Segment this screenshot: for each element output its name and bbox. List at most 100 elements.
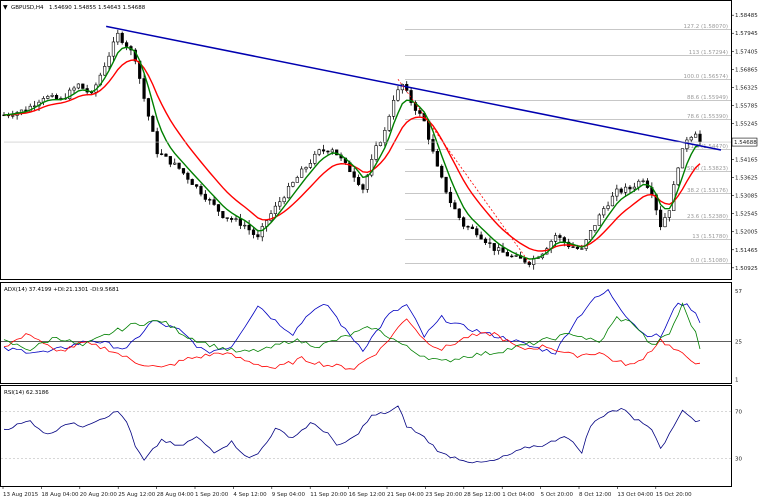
rsi-title: RSI(14) 62.3186	[4, 390, 49, 396]
bar-body	[103, 66, 107, 76]
price-bars	[2, 29, 702, 270]
bar-body	[571, 246, 575, 248]
price-bar	[142, 73, 146, 102]
bar-body	[317, 149, 321, 155]
price-bar	[181, 168, 186, 176]
price-bar	[558, 233, 562, 242]
fib-label: 13 (1.51780)	[692, 234, 728, 240]
bar-body	[619, 188, 623, 193]
bar-body	[116, 32, 120, 43]
price-bar	[164, 153, 168, 157]
bar-body	[615, 188, 619, 197]
time-tick-label: 5 Oct 20:00	[541, 492, 574, 498]
bar-body	[124, 42, 129, 47]
price-tick-label: 1.50925	[735, 266, 758, 272]
price-tick-label: 1.52005	[735, 230, 758, 236]
time-tick-label: 9 Sep 04:00	[272, 492, 306, 498]
bar-body	[68, 89, 72, 99]
price-bar	[483, 237, 488, 246]
time-tick-label: 13 Aug 2015	[3, 492, 39, 498]
bar-body	[387, 115, 391, 131]
price-bar	[111, 36, 116, 61]
price-bar	[497, 243, 501, 255]
price-bar	[326, 150, 330, 155]
price-bar	[431, 134, 435, 154]
chart-menu-icon[interactable]: ▼	[3, 4, 8, 11]
bar-body	[448, 191, 453, 204]
bar-body	[391, 99, 396, 117]
bar-body	[610, 195, 615, 207]
time-axis: 13 Aug 2015 18 Aug 04:00 20 Aug 20:00 25 Au…	[2, 486, 692, 498]
bar-body	[173, 162, 177, 165]
bar-body	[418, 110, 422, 114]
price-bar	[488, 237, 492, 249]
ema-fast-line	[3, 46, 701, 260]
price-bar	[230, 216, 234, 223]
price-bar	[260, 223, 264, 242]
bar-body	[475, 228, 479, 236]
time-tick-label: 23 Sep 20:00	[425, 492, 462, 498]
price-bar	[76, 83, 81, 90]
price-bar	[269, 210, 273, 223]
price-bar	[383, 127, 387, 148]
time-tick-label: 25 Aug 12:00	[118, 492, 156, 498]
bar-body	[286, 186, 291, 199]
price-bar	[597, 213, 601, 226]
bar-body	[488, 242, 492, 244]
price-bar	[689, 135, 693, 143]
price-tick-label: 1.53625	[735, 176, 758, 182]
price-bar	[462, 216, 466, 230]
bar-body	[168, 156, 172, 165]
price-bar	[680, 148, 685, 169]
rsi-tick-label: 30	[735, 457, 742, 463]
price-bar	[409, 87, 413, 106]
price-bar	[470, 224, 474, 230]
time-tick-label: 15 Oct 20:00	[656, 492, 692, 498]
price-tick-label: 1.56325	[735, 85, 758, 91]
bar-body	[190, 179, 194, 185]
price-bar	[243, 220, 247, 230]
price-bar	[151, 114, 155, 132]
bar-body	[238, 218, 242, 226]
bar-body	[523, 258, 527, 263]
price-bar	[444, 176, 448, 195]
price-bar	[317, 148, 321, 157]
price-bar	[361, 183, 365, 194]
price-bar	[623, 183, 628, 197]
time-tick-label: 21 Sep 04:00	[387, 492, 424, 498]
bar-body	[632, 186, 636, 190]
price-bar	[291, 181, 295, 188]
time-tick-label: 11 Sep 20:00	[310, 492, 347, 498]
price-bar	[667, 210, 671, 222]
price-bar	[186, 171, 190, 184]
bar-body	[431, 139, 435, 152]
bar-body	[676, 167, 680, 185]
price-bar	[659, 206, 663, 231]
bar-body	[685, 139, 689, 149]
time-tick-label: 8 Oct 12:00	[579, 492, 612, 498]
bar-body	[50, 95, 54, 97]
price-bar	[457, 208, 461, 221]
price-bar	[155, 127, 159, 158]
time-tick-label: 16 Sep 12:00	[349, 492, 386, 498]
bar-body	[623, 186, 628, 193]
price-bar	[146, 97, 151, 121]
price-bar	[68, 87, 72, 100]
bar-body	[492, 243, 496, 251]
bar-body	[588, 230, 593, 241]
price-bar	[251, 227, 256, 239]
time-tick-label: 4 Sep 12:00	[233, 492, 267, 498]
bar-body	[510, 255, 514, 258]
price-bar	[282, 195, 286, 205]
bar-body	[251, 229, 256, 235]
price-tick-label: 1.55785	[735, 103, 758, 109]
price-bar	[370, 154, 374, 178]
bar-body	[606, 205, 610, 209]
bar-body	[580, 248, 584, 250]
bar-body	[470, 226, 474, 229]
adx-pane-frame	[0, 282, 732, 384]
price-bar	[212, 196, 216, 206]
bar-body	[335, 149, 339, 156]
price-tick-label: 1.51465	[735, 248, 758, 254]
